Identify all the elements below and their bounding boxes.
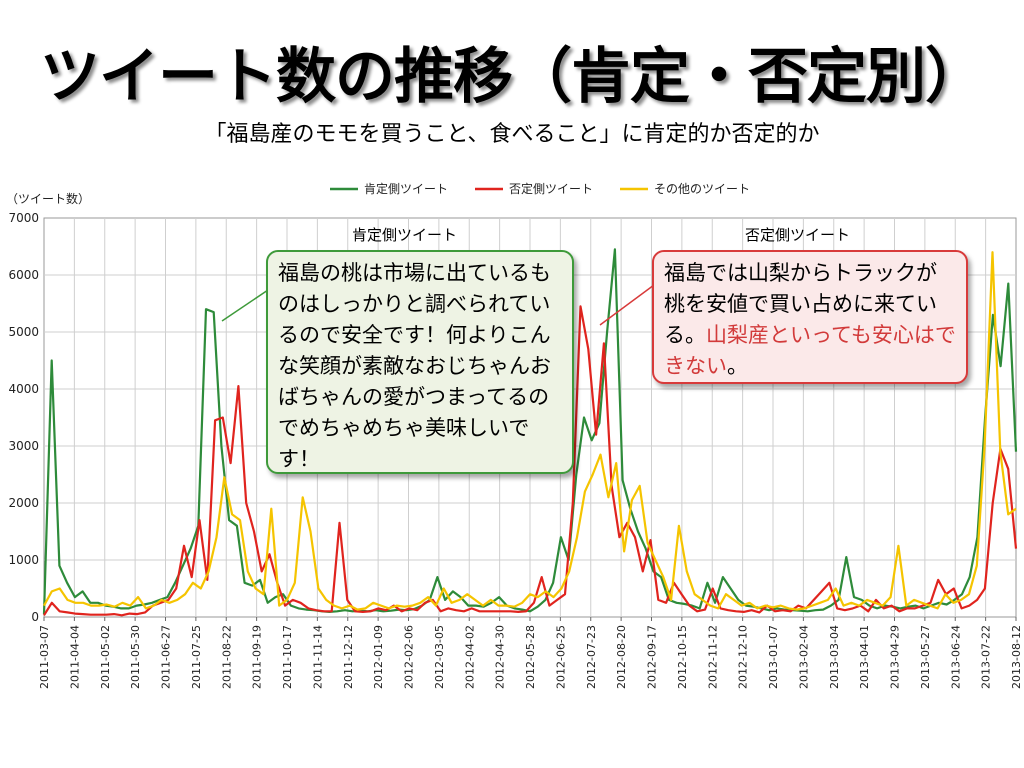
x-tick-label: 2012-01-09	[372, 625, 385, 689]
x-tick-label: 2011-09-19	[251, 625, 264, 689]
x-tick-label: 2011-05-02	[99, 625, 112, 689]
x-ticks: 2011-03-07 2011-04-04 2011-05-02 2011-05-30…	[38, 617, 1023, 689]
x-tick-label: 2011-10-17	[281, 625, 294, 689]
x-tick-label: 2012-02-06	[403, 625, 416, 689]
x-tick-label: 2013-04-29	[889, 625, 902, 689]
y-tick-label: 7000	[8, 211, 39, 225]
x-tick-label: 2011-07-25	[190, 625, 203, 689]
legend-label: 否定側ツイート	[509, 181, 593, 196]
series-line-1	[43, 305, 1018, 617]
x-tick-label: 2012-08-20	[615, 625, 628, 689]
x-tick-label: 2012-10-15	[676, 625, 689, 689]
series-line-2	[43, 251, 1017, 611]
x-tick-label: 2011-04-04	[68, 625, 81, 689]
y-tick-label: 2000	[8, 496, 39, 510]
line-chart: （ツイート数） 0 1000 2000 3000 4000 5000 6000 7000 20…	[6, 181, 1023, 689]
legend: 肯定側ツイート 否定側ツイート その他のツイート	[330, 181, 750, 196]
x-tick-label: 2012-03-05	[433, 625, 446, 689]
x-tick-label: 2012-07-23	[585, 625, 598, 689]
y-tick-label: 4000	[8, 382, 39, 396]
x-tick-label: 2012-04-30	[494, 625, 507, 689]
x-tick-label: 2013-02-04	[797, 625, 810, 689]
page-title: ツイート数の推移（肯定・否定別）	[40, 42, 985, 112]
x-tick-label: 2012-12-10	[737, 625, 750, 689]
y-ticks: 0 1000 2000 3000 4000 5000 6000 7000	[8, 211, 39, 624]
callout-pointer-negative	[599, 284, 655, 326]
x-tick-label: 2011-08-22	[220, 625, 233, 689]
y-tick-label: 3000	[8, 439, 39, 453]
series-line-0	[42, 248, 1018, 615]
y-tick-label: 6000	[8, 268, 39, 282]
x-tick-label: 2011-05-30	[129, 625, 142, 689]
legend-label: その他のツイート	[654, 182, 750, 196]
x-tick-label: 2012-05-28	[524, 625, 537, 689]
y-tick-label: 0	[31, 610, 39, 624]
x-tick-label: 2012-06-25	[554, 625, 567, 689]
callout-pointer-positive	[221, 289, 269, 322]
x-tick-label: 2012-11-12	[706, 625, 719, 689]
negative-callout-end: 。	[727, 354, 748, 378]
x-tick-label: 2011-11-14	[311, 625, 324, 689]
x-tick-label: 2013-04-01	[858, 625, 871, 689]
series-lines	[42, 248, 1018, 617]
positive-tweets-label: 肯定側ツイート	[352, 226, 457, 244]
positive-tweet-callout: 福島の桃は市場に出ているものはしっかりと調べられているので安全です！何よりこんな…	[266, 250, 574, 474]
legend-label: 肯定側ツイート	[364, 181, 448, 196]
x-tick-label: 2013-06-24	[949, 625, 962, 689]
page-subtitle: 「福島産のモモを買うこと、食べること」に肯定的か否定的か	[204, 122, 820, 147]
x-tick-label: 2013-03-04	[828, 625, 841, 689]
y-axis-title: （ツイート数）	[6, 191, 90, 206]
y-tick-label: 1000	[8, 553, 39, 567]
x-tick-label: 2011-03-07	[38, 625, 51, 689]
x-tick-label: 2013-07-22	[980, 625, 993, 689]
y-tick-label: 5000	[8, 325, 39, 339]
negative-tweets-label: 否定側ツイート	[745, 226, 850, 244]
negative-callout-text: 福島では山梨からトラックが桃を安値で買い占めに来ている。	[664, 261, 937, 347]
x-tick-label: 2012-09-17	[646, 625, 659, 689]
x-tick-label: 2011-06-27	[160, 625, 173, 689]
negative-callout-highlight: 山梨産といっても安心はできない	[664, 323, 956, 378]
positive-callout-text: 福島の桃は市場に出ているものはしっかりと調べられているので安全です！何よりこんな…	[278, 261, 551, 471]
x-tick-label: 2012-04-02	[463, 625, 476, 689]
x-tick-label: 2011-12-12	[342, 625, 355, 689]
x-tick-label: 2013-05-27	[919, 625, 932, 689]
negative-tweet-callout: 福島では山梨からトラックが桃を安値で買い占めに来ている。山梨産といっても安心はで…	[652, 250, 968, 384]
x-tick-label: 2013-08-12	[1010, 625, 1023, 689]
x-tick-label: 2013-01-07	[767, 625, 780, 689]
